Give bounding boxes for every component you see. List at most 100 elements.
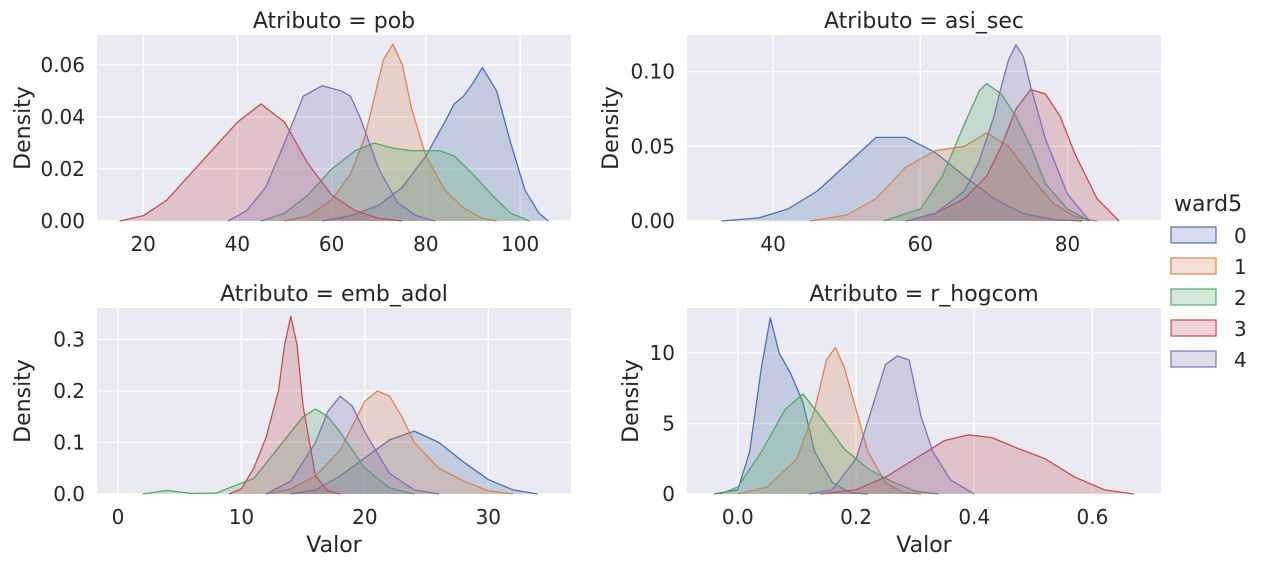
kde-area-group-1 — [809, 132, 1097, 221]
kde-line-group-3 — [228, 315, 341, 495]
kde-area-group-1 — [266, 390, 513, 494]
y-tick-label: 0.2 — [53, 379, 85, 403]
x-tick-label: 10 — [229, 505, 254, 529]
y-tick-label: 0.00 — [630, 209, 675, 233]
kde-line-group-2 — [719, 393, 939, 495]
y-tick-label: 0.04 — [40, 105, 85, 129]
kde-area-group-2 — [142, 408, 415, 494]
kde-line-group-0 — [714, 317, 868, 495]
legend: ward5 0 1 2 3 4 — [1170, 192, 1247, 372]
kde-line-group-0 — [721, 136, 1083, 222]
kde-line-group-4 — [265, 395, 440, 495]
legend-item-1: 1 — [1170, 255, 1247, 279]
y-tick-label: 0.0 — [53, 482, 85, 506]
y-axis-label: Density — [619, 359, 644, 443]
kde-line-group-3 — [820, 434, 1134, 495]
panel-title: Atributo = r_hogcom — [809, 282, 1038, 307]
plot-area — [687, 35, 1161, 221]
panel-title: Atributo = emb_adol — [220, 282, 448, 307]
legend-title: ward5 — [1174, 192, 1242, 217]
kde-area-group-0 — [714, 317, 868, 494]
panel-title: Atributo = pob — [253, 9, 415, 34]
x-tick-label: 40 — [760, 232, 785, 256]
legend-item-3: 3 — [1170, 317, 1247, 341]
y-tick-label: 0.00 — [40, 209, 85, 233]
kde-line-group-0 — [322, 66, 549, 222]
kde-area-group-1 — [284, 44, 497, 221]
y-tick-label: 0.1 — [53, 430, 85, 454]
kde-line-group-1 — [737, 346, 922, 495]
kde-area-group-3 — [119, 103, 403, 221]
panel-title: Atributo = asi_sec — [824, 9, 1024, 34]
x-axis-label: Valor — [306, 533, 362, 558]
x-tick-label: 0.0 — [722, 505, 754, 529]
y-axis-label: Density — [11, 359, 36, 443]
kde-area-group-4 — [808, 355, 975, 494]
x-tick-label: 40 — [225, 232, 250, 256]
x-tick-label: 20 — [352, 505, 377, 529]
facet-panel-emb-adol: Atributo = emb_adol 0 10 20 30 0.0 0.1 0.2 0.3 De… — [11, 282, 571, 558]
x-tick-label: 60 — [908, 232, 933, 256]
legend-label: 4 — [1234, 348, 1247, 372]
kde-line-group-3 — [119, 103, 403, 222]
legend-label: 2 — [1234, 286, 1247, 310]
kde-area-group-1 — [737, 347, 922, 494]
legend-swatch — [1170, 257, 1217, 275]
x-tick-label: 0.4 — [958, 505, 990, 529]
kde-line-group-0 — [290, 430, 538, 495]
legend-swatch — [1170, 350, 1217, 368]
y-tick-label: 0.3 — [53, 327, 85, 351]
kde-line-group-4 — [808, 355, 975, 495]
facet-panel-r-hogcom: Atributo = r_hogcom 0.0 0.2 0.4 0.6 0 5 10Densi… — [619, 282, 1161, 558]
kde-area-group-2 — [720, 393, 939, 494]
y-tick-label: 0.10 — [630, 60, 675, 84]
kde-area-group-3 — [229, 316, 341, 494]
kde-line-group-2 — [883, 82, 1090, 222]
y-tick-label: 0.06 — [40, 53, 85, 77]
x-tick-label: 0.6 — [1077, 505, 1109, 529]
x-tick-label: 20 — [130, 232, 155, 256]
x-tick-label: 80 — [413, 232, 438, 256]
y-tick-label: 10 — [650, 341, 675, 365]
x-axis-label: Valor — [896, 533, 952, 558]
kde-area-group-4 — [905, 44, 1090, 222]
kde-area-group-0 — [721, 137, 1083, 221]
legend-label: 1 — [1234, 255, 1247, 279]
kde-area-group-4 — [266, 396, 439, 494]
kde-line-group-2 — [142, 408, 415, 495]
x-tick-label: 100 — [501, 232, 539, 256]
kde-area-group-4 — [227, 85, 436, 221]
kde-area-group-0 — [322, 67, 549, 222]
kde-area-group-2 — [260, 142, 530, 221]
legend-item-2: 2 — [1170, 286, 1247, 310]
y-tick-label: 5 — [662, 412, 675, 436]
legend-swatch — [1170, 288, 1217, 306]
facet-panel-pob: Atributo = pob 20 40 60 80 100 0.00 0.02 0.04 0.0… — [11, 9, 571, 256]
x-tick-label: 80 — [1055, 232, 1080, 256]
kde-line-group-4 — [905, 44, 1091, 222]
y-axis-label: Density — [599, 86, 624, 170]
kde-line-group-2 — [260, 142, 530, 222]
legend-label: 0 — [1234, 224, 1247, 248]
x-tick-label: 0.2 — [840, 505, 872, 529]
legend-item-4: 4 — [1170, 348, 1247, 372]
kde-line-group-4 — [227, 85, 436, 222]
legend-swatch — [1170, 319, 1217, 337]
kde-line-group-1 — [284, 43, 497, 222]
kde-line-group-3 — [905, 88, 1120, 222]
kde-area-group-2 — [883, 83, 1090, 221]
y-tick-label: 0 — [662, 482, 675, 506]
x-tick-label: 30 — [476, 505, 501, 529]
legend-item-0: 0 — [1170, 224, 1247, 248]
kde-area-group-3 — [820, 434, 1134, 494]
x-tick-label: 60 — [319, 232, 344, 256]
y-tick-label: 0.05 — [630, 134, 675, 158]
y-axis-label: Density — [11, 86, 36, 170]
y-tick-label: 0.02 — [40, 157, 85, 181]
kde-line-group-1 — [809, 132, 1098, 222]
kde-area-group-0 — [290, 431, 538, 494]
x-tick-label: 0 — [112, 505, 125, 529]
facet-panel-asi-sec: Atributo = asi_sec 40 60 80 0.00 0.05 0.10Dens… — [599, 9, 1161, 256]
legend-swatch — [1170, 226, 1217, 244]
